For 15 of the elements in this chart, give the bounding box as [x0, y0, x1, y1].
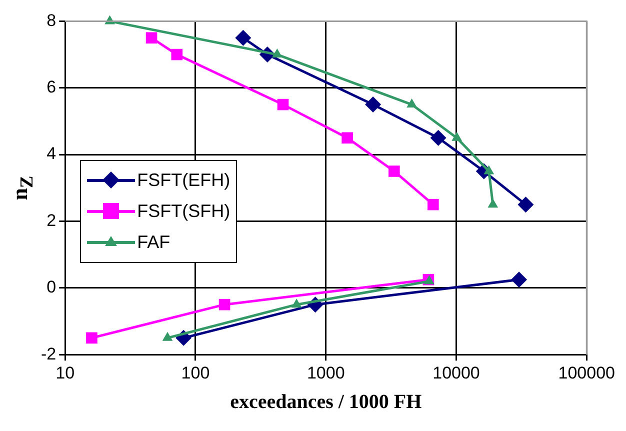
y-tick-label: 0 [46, 278, 56, 297]
legend-label: FSFT(EFH) [137, 170, 230, 191]
x-tick-label: 100 [181, 363, 210, 382]
y-tick-label: 8 [46, 10, 56, 30]
y-tick-label: 4 [46, 144, 56, 164]
y-tick-label: -2 [40, 344, 56, 364]
x-tick-label: 10 [56, 363, 75, 382]
y-tick-label: 6 [46, 78, 56, 97]
y-tick-label: 2 [46, 210, 56, 230]
x-tick-label: 1000 [306, 363, 345, 382]
x-tick-label: 10000 [432, 363, 480, 382]
x-tick-label: 100000 [558, 363, 616, 382]
legend-label: FSFT(SFH) [137, 200, 230, 222]
x-axis-title: exceedances / 1000 FH [230, 391, 422, 414]
legend-label: FAF [137, 232, 170, 253]
